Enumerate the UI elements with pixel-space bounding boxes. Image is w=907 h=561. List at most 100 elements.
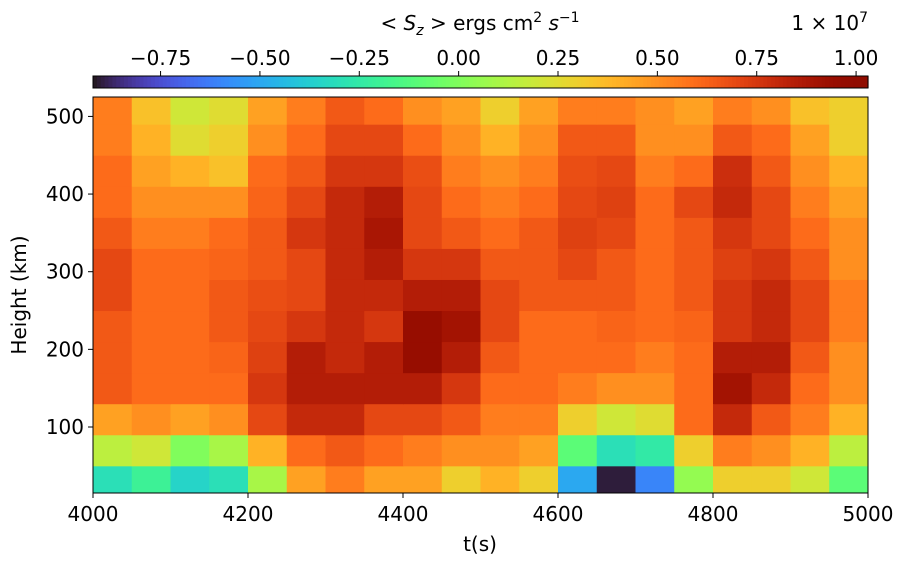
colorbar-segment [515,76,520,88]
colorbar-segment [678,76,683,88]
colorbar-segment [569,76,575,88]
heatmap-cell [635,155,675,187]
colorbar-segment [298,76,303,88]
colorbar-segment [728,76,733,88]
heatmap-cell [403,217,443,249]
colorbar-segment [666,76,671,88]
heatmap-cell [751,97,791,125]
x-tick-label: 4200 [223,502,274,526]
colorbar-segment [96,76,102,88]
colorbar-segment [747,76,753,88]
heatmap-cell [519,310,559,343]
heatmap-cell [790,186,830,218]
heatmap-cell [480,186,520,218]
heatmap-cell [713,372,753,405]
heatmap-cell [790,310,830,343]
x-tick-label: 4000 [68,502,119,526]
colorbar-segment [228,76,234,88]
heatmap-cell [751,465,791,493]
colorbar-segment [341,76,346,88]
colorbar-segment [457,76,462,88]
colorbar-segment [372,76,377,88]
colorbar-segment [480,76,485,88]
colorbar-segment [213,76,218,88]
heatmap-cell [519,465,559,493]
colorbar-segment [445,76,451,88]
colorbar-segment [558,76,563,88]
heatmap-cell [829,372,868,405]
heatmap-cell [674,155,714,187]
colorbar-segment [817,76,823,88]
colorbar-segment [279,76,284,88]
colorbar-tick-label: 1.00 [834,46,879,70]
colorbar-segment [224,76,230,88]
heatmap-cell [325,186,365,218]
heatmap-cell [519,186,559,218]
heatmap-cell [403,97,443,125]
colorbar-segment [802,76,807,88]
heatmap-cell [790,465,830,493]
heatmap-cell [209,434,249,467]
colorbar-tick-label: −0.25 [329,46,390,70]
colorbar-segment [561,76,567,88]
heatmap-cell [170,186,210,218]
colorbar-segment [375,76,381,88]
heatmap-cell [635,434,675,467]
colorbar-segment [612,76,617,88]
colorbar-segment [387,76,392,88]
colorbar-segment [565,76,571,88]
colorbar-segment [465,76,470,88]
colorbar-segment [596,76,602,88]
colorbar-segment [186,76,191,88]
heatmap-cell [751,341,791,374]
x-tick-label: 5000 [843,502,894,526]
heatmap-cell [829,97,868,125]
heatmap-cell [131,465,171,493]
colorbar-segment [290,76,296,88]
heatmap-cell [170,217,210,249]
colorbar-segment [282,76,288,88]
heatmap-cell [596,372,636,405]
heatmap-cell [209,403,249,436]
colorbar-segment [682,76,687,88]
heatmap-cell [829,341,868,374]
heatmap-cell [93,310,133,343]
heatmap-cell [674,372,714,405]
heatmap-cell [829,465,868,493]
heatmap-cell [286,155,326,187]
heatmap-cell [519,155,559,187]
colorbar-segment [476,76,482,88]
heatmap-cell [751,217,791,249]
heatmap-cell [364,310,404,343]
colorbar-segment [248,76,253,88]
colorbar-segment [790,76,795,88]
heatmap-cell [480,372,520,405]
colorbar-segment [782,76,788,88]
heatmap-cell [596,403,636,436]
heatmap-cell [596,279,636,312]
heatmap-cell [751,186,791,218]
colorbar-segment [124,76,129,88]
heatmap-cell [790,97,830,125]
colorbar-segment [313,76,319,88]
colorbar-segment [840,76,846,88]
heatmap-cell [713,155,753,187]
heatmap-cell [403,248,443,280]
y-tick-label: 500 [46,104,84,128]
heatmap-cell [635,186,675,218]
heatmap-cell [93,155,133,187]
colorbar-segment [426,76,431,88]
colorbar-segment [674,76,679,88]
colorbar-segment [127,76,133,88]
heatmap-cell [441,341,481,374]
heatmap-cell [364,155,404,187]
colorbar-segment [538,76,544,88]
heatmap-cell [635,403,675,436]
colorbar-segment [627,76,633,88]
heatmap-cell [713,248,753,280]
x-axis-label: t(s) [463,532,497,556]
heatmap-cell [751,155,791,187]
colorbar-segment [496,76,501,88]
colorbar-segment [670,76,675,88]
heatmap-cell [403,434,443,467]
